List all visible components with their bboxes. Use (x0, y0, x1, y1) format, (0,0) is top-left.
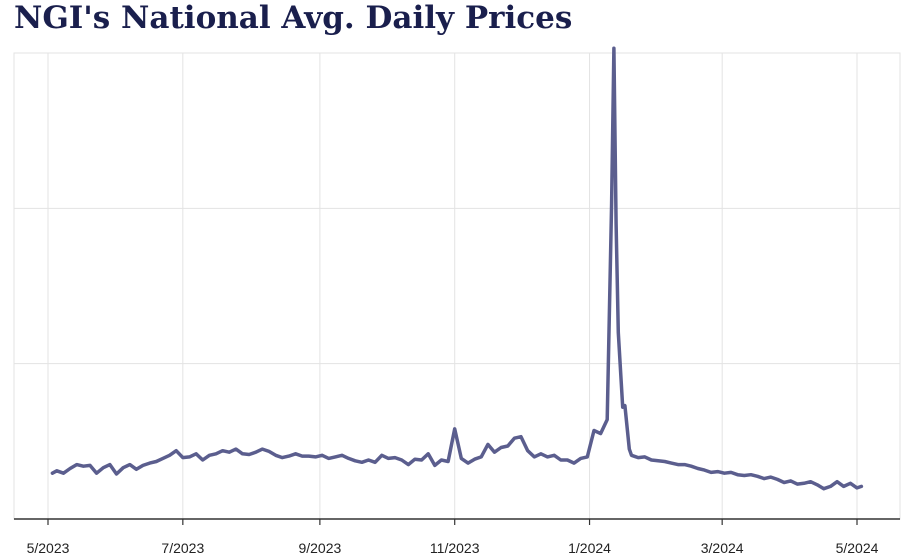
x-tick-label-6: 5/2024 (836, 540, 879, 556)
plot-area-border (13, 52, 901, 520)
x-tick-label-4: 1/2024 (568, 540, 611, 556)
gridlines (14, 52, 900, 519)
x-tick-label-1: 7/2023 (161, 540, 204, 556)
series-layer (50, 46, 864, 491)
x-tick-label-5: 3/2024 (701, 540, 744, 556)
x-tick-label-2: 9/2023 (298, 540, 341, 556)
series-line-0 (50, 46, 864, 491)
x-tick-label-3: 11/2023 (430, 540, 480, 556)
x-tick-label-0: 5/2023 (27, 540, 70, 556)
chart-title: NGI's National Avg. Daily Prices (14, 0, 573, 36)
x-axis-ticks: 5/2023 7/2023 9/2023 11/2023 1/2024 3/2024 5/2… (27, 519, 879, 556)
